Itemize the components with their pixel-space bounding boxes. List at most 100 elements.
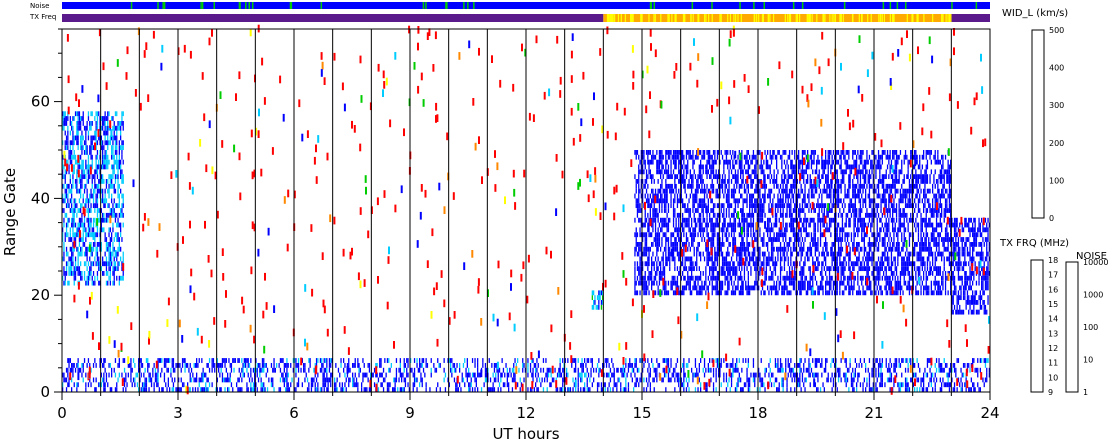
echo-cell (888, 198, 890, 204)
echo-cell (754, 198, 756, 204)
echo-cell (749, 242, 751, 247)
echo-cell (858, 242, 860, 247)
echo-cell (858, 290, 860, 296)
echo-cell (121, 150, 123, 155)
echo-cell (688, 179, 690, 184)
echo-cell (814, 169, 816, 175)
echo-cell (756, 285, 758, 291)
echo-cell (844, 232, 846, 238)
echo-cell (810, 217, 813, 223)
echo-cell (733, 266, 735, 272)
echo-cell (792, 222, 795, 228)
echo-cell (809, 266, 811, 272)
echo-cell (660, 217, 662, 223)
echo-cell (96, 232, 99, 238)
echo-cell (112, 150, 114, 155)
echo-cell (919, 246, 921, 252)
echo-cell (874, 275, 876, 281)
echo-cell (670, 183, 672, 189)
echo-cell (634, 251, 636, 257)
echo-cell (800, 275, 802, 281)
echo-cell (836, 203, 838, 209)
echo-cell (120, 188, 122, 194)
echo-cell (642, 266, 644, 272)
echo-cell (121, 140, 123, 146)
txfreq-strip-tick (851, 14, 854, 22)
echo-cell (767, 150, 769, 155)
echo-cell (100, 242, 102, 247)
echo-cell (709, 174, 711, 180)
echo-cell (857, 227, 859, 233)
echo-cell (105, 261, 108, 267)
echo-cell (105, 159, 108, 165)
echo-cell (861, 237, 863, 242)
echo-cell (710, 266, 712, 272)
echo-cell (876, 183, 878, 189)
echo-cell (892, 227, 894, 233)
echo-cell (826, 179, 828, 184)
echo-cell (674, 237, 676, 242)
echo-cell (725, 261, 728, 267)
echo-cell (122, 111, 124, 117)
echo-cell (902, 222, 904, 228)
echo-cell (761, 237, 764, 242)
echo-cell (679, 193, 681, 199)
echo-cell (700, 164, 702, 170)
echo-cell (706, 222, 708, 228)
echo-cell (675, 164, 677, 170)
echo-cell (741, 256, 743, 262)
echo-cell (639, 261, 641, 267)
echo-cell (929, 217, 931, 223)
echo-cell (718, 232, 720, 238)
echo-cell (63, 280, 65, 286)
echo-cell (877, 179, 880, 184)
echo-cell (671, 285, 673, 291)
echo-cell (857, 169, 859, 175)
echo-cell (879, 159, 881, 165)
txfreq-strip-tick (624, 14, 626, 22)
echo-cell (72, 125, 74, 131)
echo-cell (114, 188, 117, 194)
echo-cell (649, 159, 651, 165)
echo-cell (687, 169, 689, 175)
echo-cell (743, 212, 746, 218)
echo-cell (854, 203, 856, 209)
echo-cell (808, 232, 810, 238)
echo-cell (703, 256, 706, 262)
echo-cell (729, 261, 731, 267)
echo-cell (688, 275, 690, 281)
echo-cell (920, 275, 922, 281)
echo-cell (96, 121, 99, 126)
echo-cell (801, 237, 804, 242)
echo-cell (82, 227, 84, 233)
echo-cell (760, 266, 762, 272)
echo-cell (799, 271, 801, 276)
echo-cell (751, 198, 753, 204)
echo-cell (667, 203, 670, 209)
echo-cell (734, 227, 737, 233)
echo-cell (74, 208, 77, 213)
echo-cell (928, 256, 930, 262)
echo-cell (888, 208, 890, 213)
echo-cell (769, 164, 771, 170)
echo-cell (849, 251, 851, 257)
echo-cell (898, 212, 900, 218)
echo-cell (700, 159, 702, 165)
echo-cell (96, 164, 99, 170)
echo-cell (65, 246, 68, 252)
echo-cell (800, 169, 802, 175)
echo-cell (675, 246, 677, 252)
echo-cell (688, 150, 690, 155)
echo-cell (813, 237, 815, 242)
echo-cell (817, 285, 819, 291)
echo-cell (91, 154, 93, 160)
txfreq-strip-tick (796, 14, 799, 22)
echo-cell (902, 261, 904, 267)
echo-cell (747, 222, 749, 228)
echo-cell (798, 208, 800, 213)
echo-cell (760, 212, 762, 218)
echo-cell (120, 145, 122, 151)
echo-cell (933, 208, 935, 213)
echo-cell (921, 222, 923, 228)
echo-cell (848, 164, 850, 170)
